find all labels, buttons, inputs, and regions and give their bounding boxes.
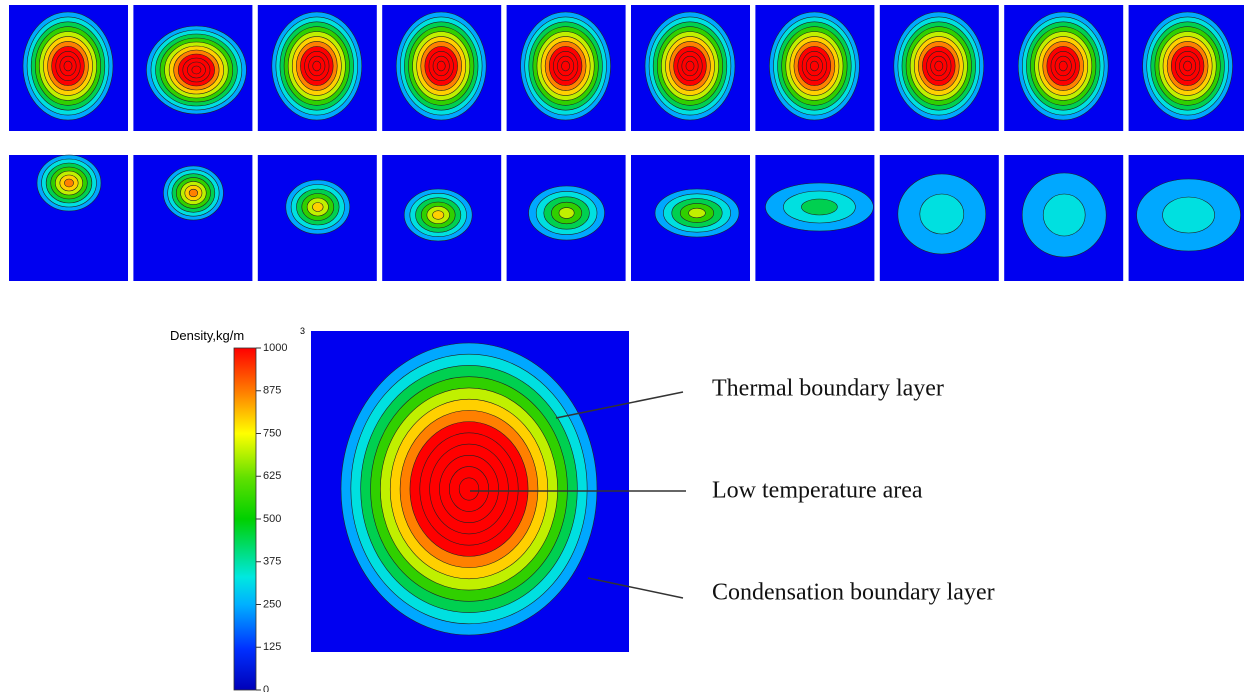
- tick-label: 375: [263, 556, 281, 568]
- contour-band: [189, 189, 198, 197]
- contour-band: [686, 61, 694, 71]
- contour-band: [1184, 61, 1192, 71]
- contour-band: [433, 211, 444, 220]
- contour-band: [559, 208, 574, 219]
- contour-band: [801, 199, 837, 215]
- tick-label: 625: [263, 470, 281, 482]
- tick-label: 500: [263, 513, 281, 525]
- colorbar-title-superscript: 3: [300, 326, 305, 336]
- tick-label: 250: [263, 598, 281, 610]
- annotation: Condensation boundary layer: [712, 580, 995, 606]
- colorbar-title: Density,kg/m: [170, 328, 244, 343]
- contour-band: [1043, 194, 1085, 236]
- contour-band: [64, 61, 72, 71]
- tick-label: 750: [263, 427, 281, 439]
- figure: Density,kg/m 3 1000 875 750 625 500 375 250 125…: [0, 0, 1244, 692]
- contour-band: [810, 61, 818, 71]
- contour-band: [312, 203, 323, 212]
- tick-label: 125: [263, 641, 281, 653]
- contour-band: [64, 179, 73, 187]
- contour-band: [459, 478, 479, 500]
- contour-band: [1163, 197, 1215, 233]
- contour-band: [689, 208, 706, 218]
- contour-band: [1059, 61, 1067, 71]
- tick-label: 875: [263, 385, 281, 397]
- contour-band: [935, 61, 943, 71]
- contour-band: [192, 66, 201, 74]
- tick-label: 0: [263, 684, 269, 692]
- colorbar: [234, 348, 256, 690]
- tick-label: 1000: [263, 342, 287, 354]
- contour-band: [437, 61, 445, 71]
- annotation: Thermal boundary layer: [712, 376, 944, 402]
- contour-band: [313, 61, 321, 71]
- annotation: Low temperature area: [712, 478, 923, 504]
- colorbar-ticks: 1000 875 750 625 500 375 250 125 0: [256, 342, 287, 692]
- contour-band: [920, 194, 964, 234]
- contour-band: [562, 61, 570, 71]
